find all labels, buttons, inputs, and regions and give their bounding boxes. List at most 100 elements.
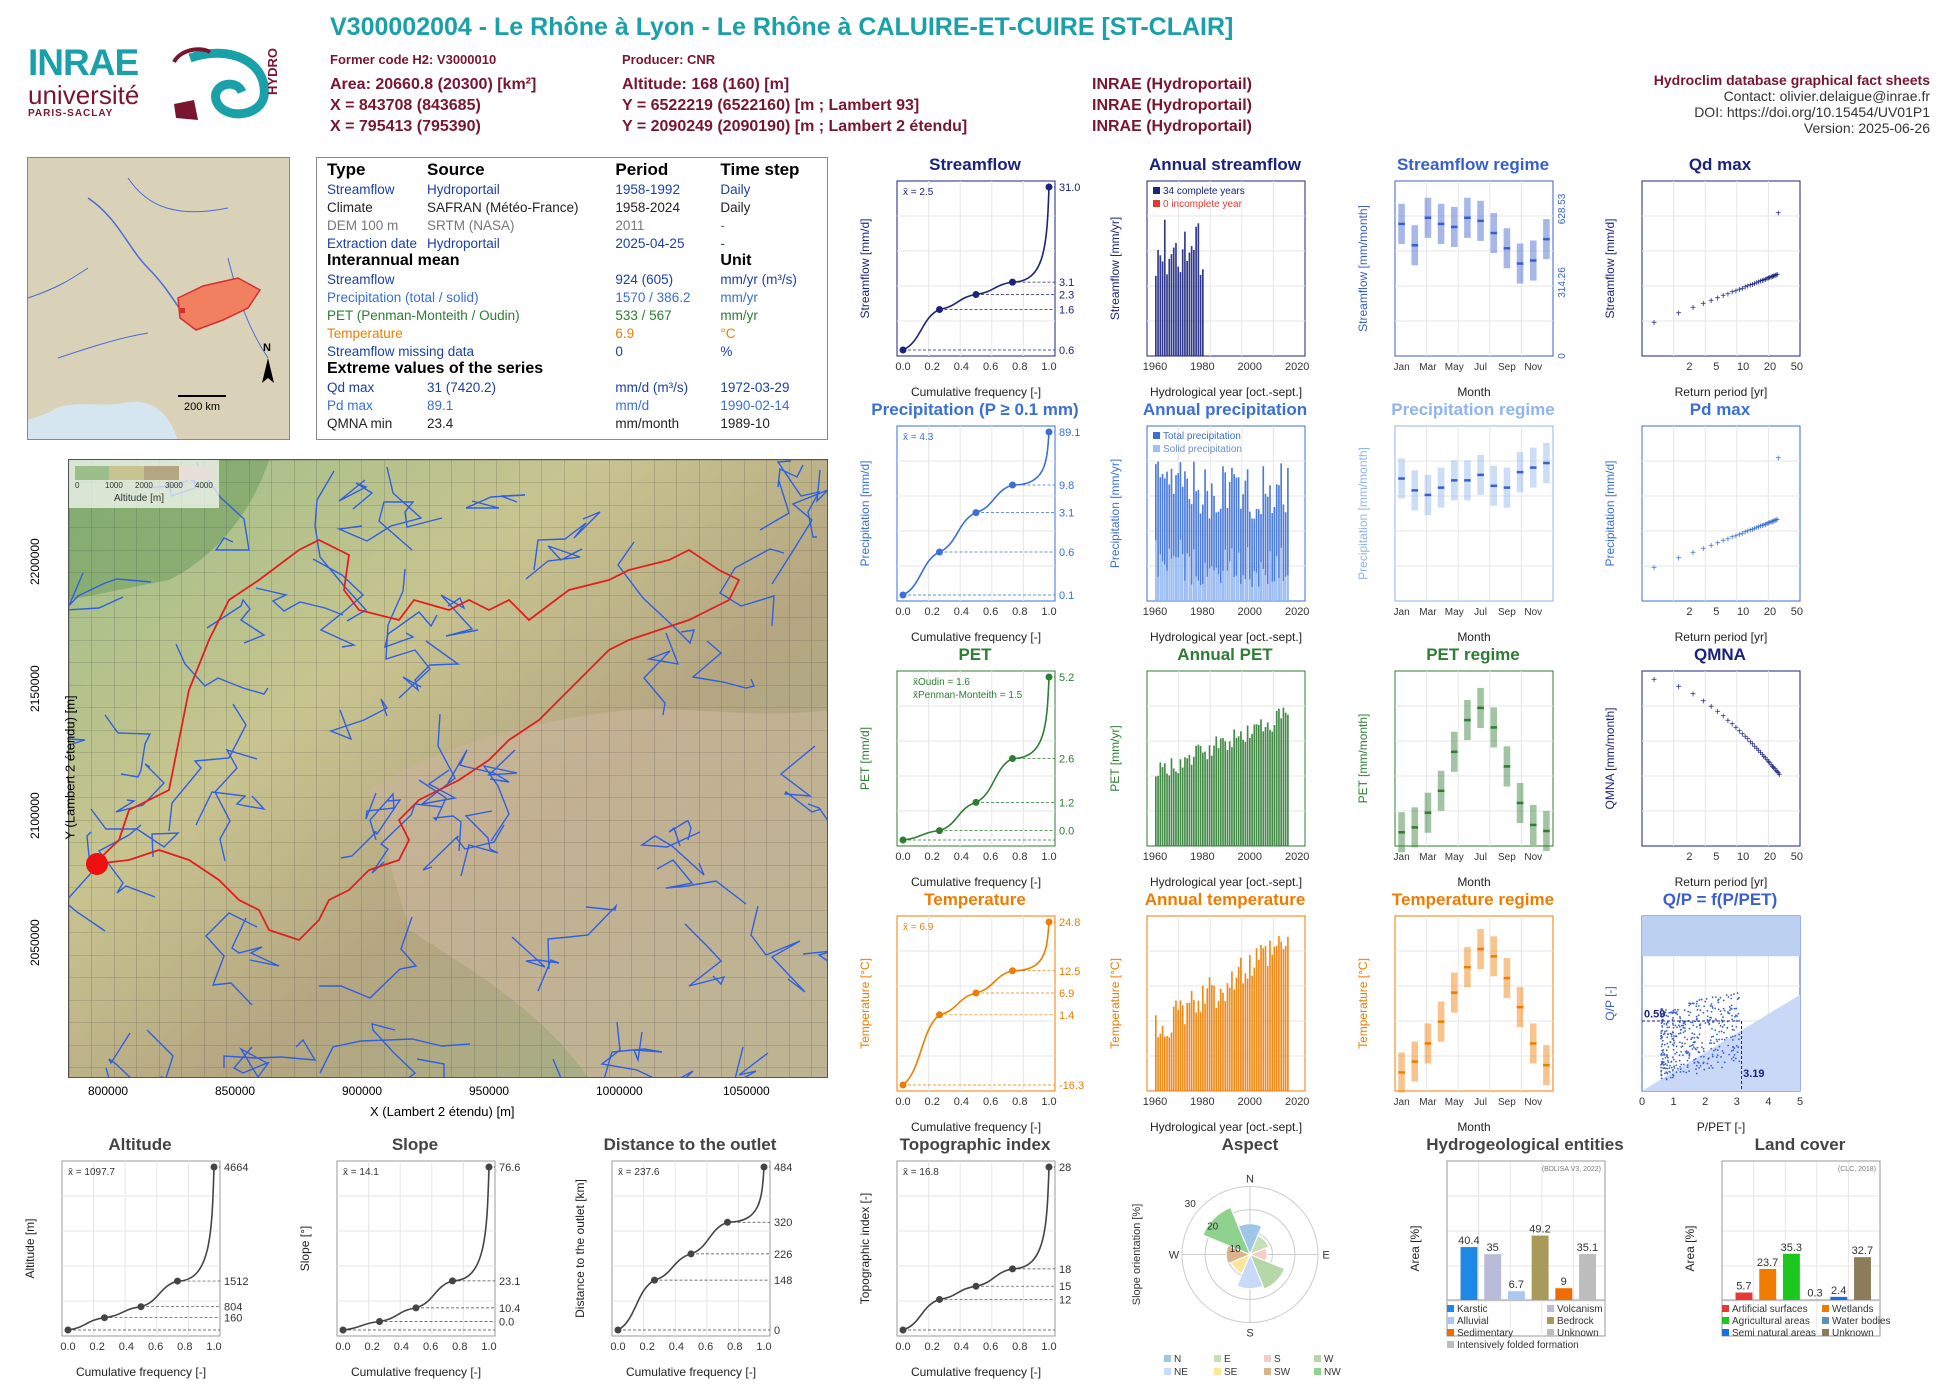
qp-point <box>1665 1077 1668 1080</box>
qp-point <box>1712 1021 1715 1024</box>
y-axis-label: Slope [°] <box>298 1226 312 1272</box>
minimap-scale: 200 km <box>184 401 221 413</box>
cover-bar <box>1507 1291 1525 1300</box>
qp-point <box>1680 1028 1683 1031</box>
qp-point <box>1678 1025 1681 1028</box>
x-axis-label: Cumulative frequency [-] <box>626 1365 756 1379</box>
bar <box>1159 762 1162 846</box>
bar <box>1199 274 1202 356</box>
x-tick: 0.4 <box>954 606 969 618</box>
qp-point <box>1663 1032 1666 1035</box>
mean-unit: mm/yr <box>720 307 758 323</box>
chart-pd_max: Pd max Return period [yr] Precipitation [m… <box>1600 400 1840 645</box>
river-segment <box>195 791 266 826</box>
qp-point <box>1714 1007 1716 1010</box>
qp-point <box>1695 1068 1697 1071</box>
bar <box>1197 223 1200 356</box>
x-tick: 10 <box>1737 361 1749 373</box>
scatter-point: + <box>1756 522 1762 533</box>
altitude: Altitude: 168 (160) [m] <box>622 76 790 93</box>
qp-point <box>1720 1056 1722 1058</box>
doi-link[interactable]: DOI: https://doi.org/10.15454/UV01P1 <box>1694 104 1930 120</box>
qp-point <box>1678 1059 1681 1062</box>
right-tick: 314.26 <box>1557 267 1568 298</box>
bar <box>1246 469 1249 601</box>
qp-point <box>1704 1000 1707 1003</box>
quantile-point <box>936 548 943 556</box>
bar-solid <box>1222 570 1224 601</box>
river-segment <box>776 460 821 538</box>
river-segment <box>195 461 250 551</box>
scatter-point: + <box>1774 515 1780 526</box>
bar <box>1168 1037 1171 1091</box>
bar-solid <box>1168 548 1171 601</box>
chart-title: Annual temperature <box>1144 890 1306 909</box>
qp-point <box>1674 1008 1677 1011</box>
qp-point <box>1692 1046 1695 1049</box>
qp-point <box>1675 1011 1678 1013</box>
bar <box>1202 752 1204 846</box>
bar <box>1190 504 1193 601</box>
qp-point <box>1669 1011 1672 1014</box>
bar-solid <box>1275 555 1278 601</box>
bar-label: 5.7 <box>1736 1281 1751 1293</box>
chart-svg: Cumulative frequency [-] Topographic inde… <box>858 1160 1071 1379</box>
x-tick: Sep <box>1498 1097 1516 1108</box>
chart-title: Pd max <box>1689 400 1751 419</box>
scatter-point: + <box>1775 769 1781 780</box>
chart-title: Precipitation regime <box>1391 400 1555 419</box>
x-tick: 0.8 <box>1012 361 1027 373</box>
x-tick: Jan <box>1394 1097 1410 1108</box>
x-tick: 0.6 <box>698 1341 713 1353</box>
extreme-row: Qd max 31 (7420.2) mm/d (m³/s) 1972-03-29 <box>325 378 819 396</box>
bar-solid <box>1237 552 1240 601</box>
quantile-label: 2.6 <box>1059 754 1074 766</box>
qp-point <box>1689 1011 1692 1014</box>
qp-point <box>1679 1068 1682 1071</box>
river-segment <box>314 470 368 622</box>
scatter-point: + <box>1720 536 1726 547</box>
qp-point <box>1695 1017 1698 1020</box>
bar <box>1177 473 1180 601</box>
x-tick: 10 <box>1737 606 1749 618</box>
y-axis-label: Topographic index [-] <box>858 1193 872 1304</box>
bar <box>1179 759 1182 846</box>
qp-point <box>1722 1007 1725 1010</box>
river-segment <box>338 479 374 510</box>
mean-label: x̄ = 4.3 <box>903 432 934 443</box>
qp-point <box>1672 1039 1675 1042</box>
quantile-point <box>485 1163 493 1171</box>
bar-solid <box>1266 583 1269 601</box>
bar <box>1255 948 1258 1091</box>
chart-title: Temperature regime <box>1391 890 1555 909</box>
qp-point <box>1669 1076 1672 1079</box>
bar <box>1202 985 1204 1091</box>
qp-point <box>1663 1043 1666 1046</box>
qp-point <box>1665 1022 1668 1025</box>
aspect-ring-label: 20 <box>1207 1222 1219 1233</box>
qp-point <box>1665 1029 1668 1032</box>
qp-point <box>1672 1044 1675 1047</box>
chart-annual_precip: Annual precipitation Hydrological year [o… <box>1105 400 1345 645</box>
bar <box>1269 940 1271 1091</box>
qp-point <box>1695 1002 1698 1005</box>
bar <box>1271 513 1274 601</box>
scatter-point: + <box>1720 712 1726 723</box>
quantile-point <box>1045 918 1053 926</box>
qp-point <box>1711 1053 1714 1056</box>
quantile-point <box>412 1304 420 1312</box>
scatter-point: + <box>1772 271 1778 282</box>
plot-frame <box>1641 180 1801 357</box>
x-tick: 0.2 <box>365 1341 380 1353</box>
qp-point <box>1734 1015 1736 1018</box>
quantile-label: 28 <box>1059 1162 1071 1174</box>
qp-point <box>1684 1027 1686 1030</box>
bar <box>1172 768 1175 846</box>
qp-point <box>1720 1030 1723 1033</box>
x-axis-label: Return period [yr] <box>1675 630 1768 644</box>
bar-solid <box>1204 562 1206 601</box>
x-tick: 0.6 <box>983 1341 998 1353</box>
qp-point <box>1663 1072 1666 1075</box>
bar <box>1257 959 1260 1091</box>
bar-solid <box>1260 562 1262 601</box>
